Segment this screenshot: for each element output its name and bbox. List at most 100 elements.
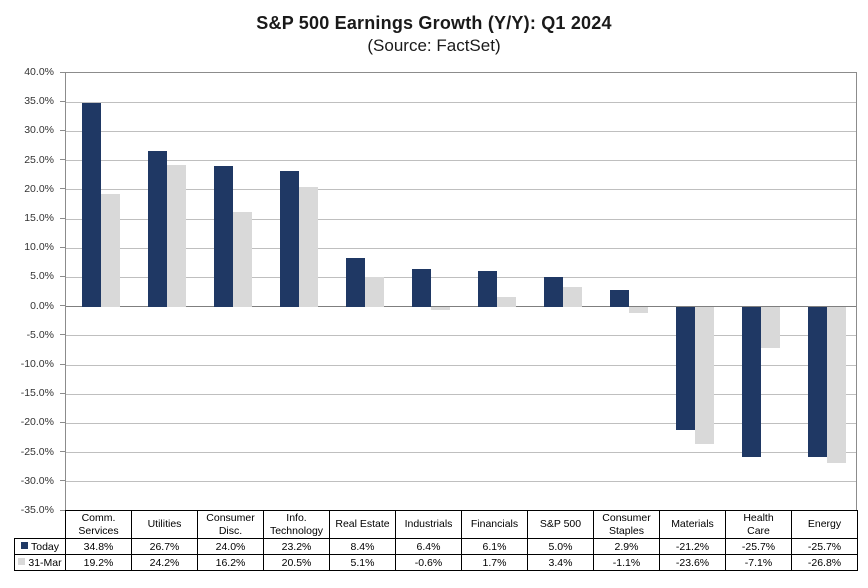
y-axis-tick xyxy=(60,188,65,190)
y-axis-tick xyxy=(60,421,65,423)
gridline xyxy=(66,101,856,103)
blank-corner-cell xyxy=(15,511,66,539)
category-header-energy: Energy xyxy=(791,510,858,539)
y-axis-tick xyxy=(60,305,65,307)
bar-31-mar-industrials xyxy=(430,306,450,311)
gridline xyxy=(66,422,856,424)
y-axis-tick xyxy=(60,509,65,511)
gridline xyxy=(66,481,856,483)
y-axis-label: 20.0% xyxy=(24,182,54,195)
zero-gridline xyxy=(66,306,856,308)
legend-label-today: Today xyxy=(30,540,60,553)
y-axis-tick xyxy=(60,275,65,277)
gridline xyxy=(66,218,856,220)
chart-subtitle: (Source: FactSet) xyxy=(367,36,501,55)
value-today-health-care: -25.7% xyxy=(725,538,792,555)
legend-31-mar: 31-Mar xyxy=(14,554,66,571)
value-31-mar-energy: -26.8% xyxy=(791,554,858,571)
legend-today: Today xyxy=(14,538,66,555)
y-axis-tick xyxy=(60,334,65,336)
bar-today-consumer-staples xyxy=(609,289,629,307)
y-axis-tick xyxy=(60,451,65,453)
series-row-31-mar: 31-Mar 19.2% 24.2% 16.2% 20.5% 5.1% -0.6% 1.7% 3… xyxy=(14,554,858,571)
bar-today-industrials xyxy=(411,269,431,307)
category-header-s-p-500: S&P 500 xyxy=(527,510,594,539)
y-axis-tick xyxy=(60,480,65,482)
y-axis-label: 35.0% xyxy=(24,95,54,108)
category-header-financials: Financials xyxy=(461,510,528,539)
y-axis-label: -5.0% xyxy=(26,328,54,341)
bar-31-mar-consumer-disc- xyxy=(232,211,252,307)
value-today-s-p-500: 5.0% xyxy=(527,538,594,555)
legend-swatch-31-mar xyxy=(18,558,26,566)
value-31-mar-utilities: 24.2% xyxy=(131,554,198,571)
bar-31-mar-materials xyxy=(694,306,714,445)
value-31-mar-health-care: -7.1% xyxy=(725,554,792,571)
gridline xyxy=(66,247,856,249)
chart-title: S&P 500 Earnings Growth (Y/Y): Q1 2024 xyxy=(256,13,612,33)
category-header-utilities: Utilities xyxy=(131,510,198,539)
bar-today-utilities xyxy=(147,150,167,307)
bar-31-mar-s-p-500 xyxy=(562,286,582,307)
y-axis-tick xyxy=(60,392,65,394)
plot-area xyxy=(65,72,857,510)
legend-swatch-today xyxy=(20,542,28,550)
data-table: Comm. Services Utilities Consumer Disc. Inf… xyxy=(14,510,858,571)
y-axis: 40.0% 35.0% 30.0% 25.0% 20.0% 15.0% 10.0% 5.0% 0… xyxy=(0,66,65,516)
gridline xyxy=(66,160,856,162)
value-today-consumer-staples: 2.9% xyxy=(593,538,660,555)
series-row-today: Today 34.8% 26.7% 24.0% 23.2% 8.4% 6.4% 6.1% 5.0… xyxy=(14,538,858,555)
value-today-financials: 6.1% xyxy=(461,538,528,555)
bar-today-financials xyxy=(477,270,497,307)
value-31-mar-consumer-disc-: 16.2% xyxy=(197,554,264,571)
y-axis-label: -25.0% xyxy=(20,445,54,458)
y-axis-tick xyxy=(60,246,65,248)
y-axis-label: 30.0% xyxy=(24,124,54,137)
category-header-materials: Materials xyxy=(659,510,726,539)
bar-today-comm-services xyxy=(81,103,101,307)
y-axis-label: -20.0% xyxy=(20,416,54,429)
gridline xyxy=(66,335,856,337)
category-header-health-care: Health Care xyxy=(725,510,792,539)
value-today-real-estate: 8.4% xyxy=(329,538,396,555)
y-axis-label: -35.0% xyxy=(20,504,54,516)
gridline xyxy=(66,189,856,191)
bar-31-mar-energy xyxy=(826,306,846,464)
category-header-row: Comm. Services Utilities Consumer Disc. Inf… xyxy=(15,510,858,539)
gridline xyxy=(66,452,856,454)
y-axis-label: 15.0% xyxy=(24,212,54,224)
value-31-mar-real-estate: 5.1% xyxy=(329,554,396,571)
bar-today-real-estate xyxy=(345,257,365,307)
value-today-info-technology: 23.2% xyxy=(263,538,330,555)
value-31-mar-consumer-staples: -1.1% xyxy=(593,554,660,571)
bar-31-mar-real-estate xyxy=(364,276,384,307)
bar-today-s-p-500 xyxy=(543,277,563,307)
y-axis-label: -10.0% xyxy=(20,358,54,370)
y-axis-label: 10.0% xyxy=(24,241,54,254)
legend-label-31-mar: 31-Mar xyxy=(28,556,62,569)
y-axis-label: 25.0% xyxy=(24,153,54,166)
category-header-comm-services: Comm. Services xyxy=(65,510,132,539)
gridline xyxy=(66,393,856,395)
category-header-industrials: Industrials xyxy=(395,510,462,539)
y-axis-label: -30.0% xyxy=(20,474,54,487)
value-today-energy: -25.7% xyxy=(791,538,858,555)
y-axis-label: -15.0% xyxy=(20,387,54,400)
value-today-industrials: 6.4% xyxy=(395,538,462,555)
bar-31-mar-financials xyxy=(496,296,516,307)
y-axis-tick xyxy=(60,159,65,161)
value-31-mar-s-p-500: 3.4% xyxy=(527,554,594,571)
bar-today-consumer-disc- xyxy=(213,166,233,307)
category-header-real-estate: Real Estate xyxy=(329,510,396,539)
value-31-mar-comm-services: 19.2% xyxy=(65,554,132,571)
y-axis-tick xyxy=(60,363,65,365)
bar-31-mar-utilities xyxy=(166,165,186,307)
value-31-mar-materials: -23.6% xyxy=(659,554,726,571)
value-today-materials: -21.2% xyxy=(659,538,726,555)
value-today-consumer-disc-: 24.0% xyxy=(197,538,264,555)
bar-31-mar-info-technology xyxy=(298,186,318,307)
y-axis-label: 40.0% xyxy=(24,66,54,78)
y-axis-tick xyxy=(60,71,65,73)
bar-today-info-technology xyxy=(279,171,299,307)
